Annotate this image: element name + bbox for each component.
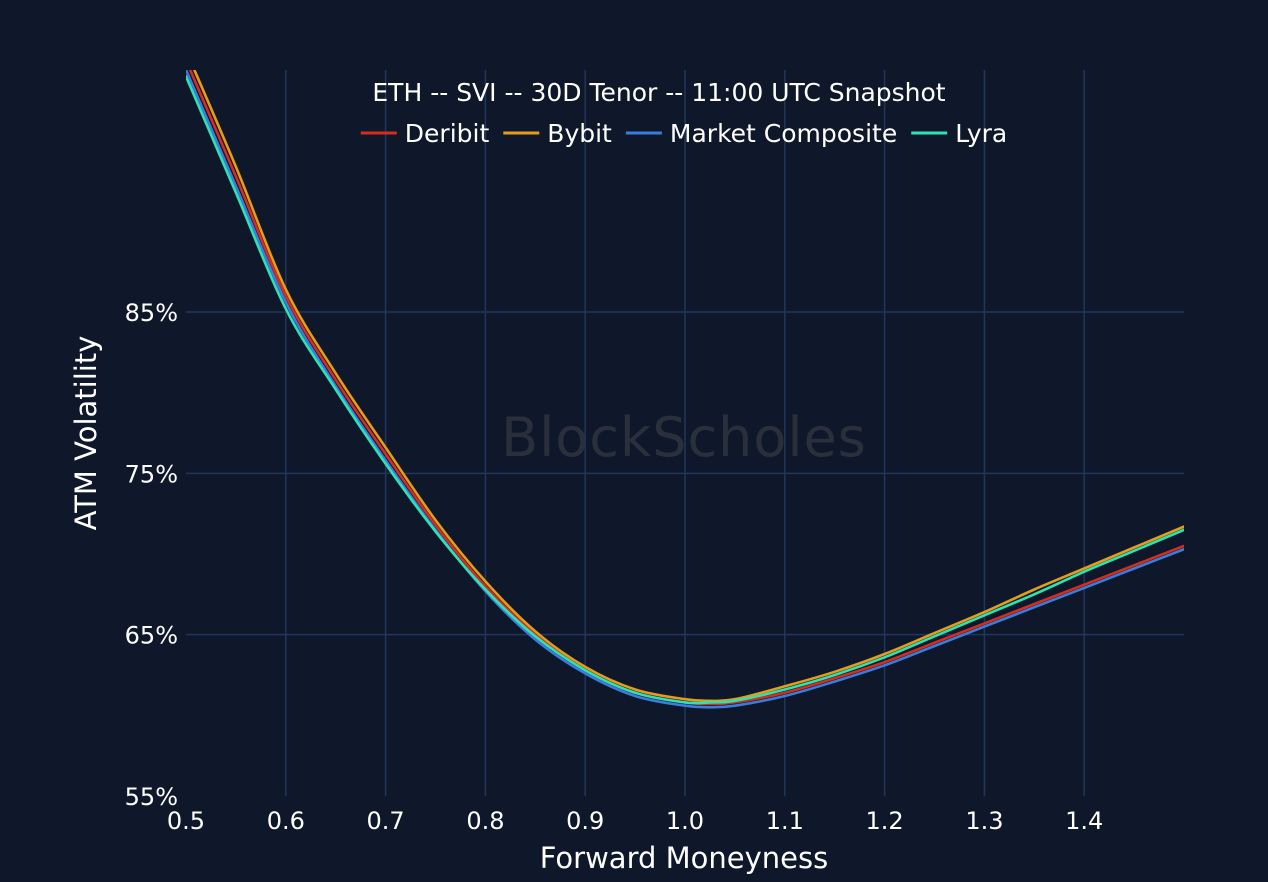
series-lines bbox=[186, 70, 1184, 709]
watermark-logo: BlockScholes bbox=[501, 406, 867, 469]
x-tick-label: 1.0 bbox=[666, 807, 704, 835]
grid bbox=[186, 70, 1184, 796]
y-axis-ticks: 55% 65% 75% 85% bbox=[125, 299, 178, 811]
series-line-lyra bbox=[186, 75, 1184, 705]
x-tick-label: 0.6 bbox=[267, 807, 305, 835]
x-axis-ticks: 0.5 0.6 0.7 0.8 0.9 1.0 1.1 1.2 1.3 1.4 bbox=[167, 807, 1103, 835]
x-axis-title: Forward Moneyness bbox=[540, 841, 828, 875]
y-axis-title: ATM Volatility bbox=[69, 336, 103, 531]
x-tick-label: 0.7 bbox=[367, 807, 405, 835]
x-tick-label: 1.1 bbox=[766, 807, 804, 835]
chart-title: ETH -- SVI -- 30D Tenor -- 11:00 UTC Sna… bbox=[372, 78, 945, 107]
y-tick-label: 65% bbox=[125, 622, 178, 650]
x-tick-label: 1.2 bbox=[866, 807, 904, 835]
x-tick-label: 1.3 bbox=[965, 807, 1003, 835]
series-line-market-composite bbox=[186, 70, 1184, 709]
legend-label: Deribit bbox=[405, 119, 490, 148]
series-line-bybit bbox=[192, 70, 1184, 703]
legend[interactable]: Deribit Bybit Market Composite Lyra bbox=[360, 119, 1007, 148]
legend-label: Bybit bbox=[547, 119, 612, 148]
legend-item-deribit[interactable]: Deribit bbox=[360, 119, 490, 148]
y-tick-label: 75% bbox=[125, 460, 178, 488]
y-tick-label: 85% bbox=[125, 299, 178, 327]
y-tick-label: 55% bbox=[125, 783, 178, 811]
x-tick-label: 1.4 bbox=[1065, 807, 1103, 835]
legend-item-lyra[interactable]: Lyra bbox=[911, 119, 1007, 148]
legend-item-bybit[interactable]: Bybit bbox=[503, 119, 612, 148]
x-tick-label: 0.5 bbox=[167, 807, 205, 835]
legend-item-market-composite[interactable]: Market Composite bbox=[625, 119, 897, 148]
x-tick-label: 0.8 bbox=[466, 807, 504, 835]
legend-label: Lyra bbox=[955, 119, 1007, 148]
x-tick-label: 0.9 bbox=[566, 807, 604, 835]
legend-label: Market Composite bbox=[670, 119, 897, 148]
